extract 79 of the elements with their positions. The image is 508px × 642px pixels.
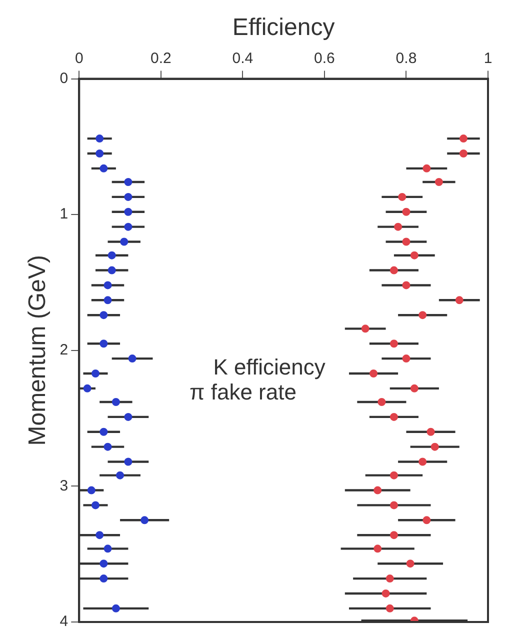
point: [402, 354, 410, 363]
point: [418, 458, 427, 466]
point: [386, 574, 394, 583]
point: [100, 311, 108, 320]
x-tick-label: 0.8: [396, 50, 417, 67]
point: [390, 412, 398, 421]
y-tick-label: 0: [60, 70, 68, 87]
point: [140, 516, 149, 524]
point: [100, 560, 108, 568]
point: [390, 501, 398, 510]
point: [374, 544, 382, 553]
point: [422, 164, 431, 172]
point: [459, 134, 468, 143]
point: [104, 544, 112, 553]
point: [124, 208, 132, 216]
point: [382, 589, 390, 598]
point: [410, 251, 418, 260]
point: [96, 134, 104, 143]
point: [96, 531, 104, 540]
point: [124, 458, 132, 466]
x-tick-label: 0.6: [314, 50, 335, 67]
point: [455, 296, 464, 304]
point: [100, 164, 108, 172]
point: [100, 574, 108, 583]
point: [374, 486, 382, 494]
point: [108, 251, 116, 260]
point: [430, 442, 439, 451]
point: [402, 208, 410, 216]
point: [100, 340, 108, 348]
point: [370, 369, 378, 378]
point: [459, 149, 468, 158]
point: [83, 384, 92, 392]
point: [426, 428, 435, 436]
point: [124, 412, 132, 421]
point: [422, 516, 431, 524]
point: [124, 178, 132, 186]
point: [112, 604, 120, 612]
point: [112, 398, 120, 406]
point: [390, 340, 398, 348]
point: [124, 222, 132, 231]
point: [108, 266, 116, 274]
point: [87, 486, 96, 494]
y-tick-label: 2: [60, 342, 68, 359]
x-tick-label: 0: [74, 50, 84, 67]
point: [91, 369, 100, 378]
point: [128, 354, 136, 363]
point: [104, 281, 112, 290]
point: [104, 442, 112, 451]
point: [124, 192, 132, 201]
point: [390, 531, 398, 540]
point: [378, 398, 386, 406]
point: [100, 428, 108, 436]
point: [418, 311, 427, 320]
x-axis-title: Efficiency: [232, 14, 335, 42]
y-tick-label: 3: [60, 477, 68, 494]
point: [116, 471, 124, 480]
point: [402, 238, 410, 246]
point: [390, 471, 398, 480]
point: [402, 281, 410, 290]
y-tick-label: 1: [60, 206, 68, 223]
text: K efficiency: [213, 354, 326, 380]
point: [361, 324, 370, 333]
y-tick-label: 4: [60, 613, 68, 630]
x-tick-label: 0.2: [150, 50, 172, 67]
y-axis-title: Momentum (GeV): [24, 255, 52, 446]
point: [96, 149, 104, 158]
point: [390, 266, 398, 274]
point: [386, 604, 394, 612]
text: π fake rate: [190, 380, 296, 405]
point: [120, 238, 128, 246]
x-tick-label: 0.4: [232, 50, 254, 67]
point: [410, 384, 418, 392]
x-tick-label: 1: [484, 50, 492, 67]
point: [434, 178, 443, 186]
point: [91, 501, 100, 510]
point: [398, 192, 406, 201]
point: [104, 296, 112, 304]
point: [406, 560, 414, 568]
point: [394, 222, 402, 231]
